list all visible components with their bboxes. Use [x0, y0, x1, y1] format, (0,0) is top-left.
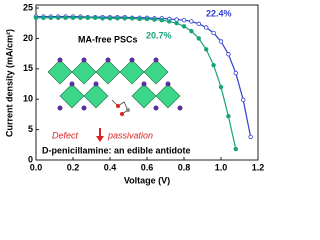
data-point: [203, 25, 209, 30]
series-line: [36, 15, 252, 138]
data-point: [181, 17, 187, 23]
x-tick-label: 1.2: [252, 162, 264, 172]
data-point: [166, 19, 172, 24]
x-tick-label: 0.8: [178, 162, 191, 172]
inset-structure: [47, 57, 183, 142]
data-point: [70, 15, 76, 20]
data-point: [226, 114, 231, 119]
data-point: [144, 16, 150, 22]
series-line: [36, 17, 237, 150]
y-tick-label: 25: [23, 2, 33, 12]
y-tick-label: 20: [23, 33, 33, 43]
data-point: [115, 16, 120, 21]
series-label: 22.4%: [206, 8, 232, 18]
data-point: [100, 16, 105, 21]
data-point: [122, 16, 127, 21]
data-point: [211, 62, 216, 68]
x-tick-label: 0.2: [67, 162, 80, 172]
x-tick-label: 0.0: [30, 162, 43, 172]
data-point: [233, 70, 238, 76]
data-point: [181, 24, 187, 29]
data-point: [203, 47, 209, 52]
x-tick-label: 0.6: [141, 162, 154, 172]
x-tick-label: 0.4: [104, 162, 117, 172]
data-point: [92, 15, 98, 20]
y-axis-label: Current density (mA/cm²): [4, 29, 14, 137]
data-point: [159, 17, 164, 23]
data-point: [63, 15, 68, 20]
data-point: [152, 17, 157, 22]
data-point: [233, 146, 238, 152]
data-point: [48, 15, 53, 20]
data-point: [211, 30, 216, 36]
data-point: [196, 36, 201, 41]
data-point: [33, 15, 39, 20]
data-point: [218, 39, 224, 44]
data-point: [85, 15, 90, 20]
x-tick-label: 1.0: [215, 162, 228, 172]
x-axis-label: Voltage (V): [124, 175, 170, 185]
data-point: [137, 16, 142, 22]
caption: D-penicillamine: an edible antidote: [42, 145, 191, 155]
annotation: Defect: [52, 130, 79, 140]
data-point: [41, 15, 46, 20]
data-point: [78, 15, 83, 20]
data-point: [174, 21, 179, 26]
annotation: passivation: [107, 130, 153, 140]
data-point: [107, 16, 113, 21]
data-point: [174, 17, 179, 22]
data-point: [129, 16, 135, 21]
data-point: [248, 134, 253, 140]
data-point: [240, 97, 246, 103]
inset-title: MA-free PSCs: [78, 34, 138, 44]
data-point: [196, 21, 201, 27]
chart: MA-free PSCs Defect passivation D-penici…: [4, 2, 264, 185]
data-point: [218, 84, 224, 90]
data-point: [226, 52, 231, 57]
data-point: [189, 19, 194, 24]
data-point: [189, 28, 194, 34]
y-tick-label: 15: [23, 63, 33, 73]
series-label: 20.7%: [146, 30, 172, 40]
data-point: [56, 15, 61, 20]
y-tick-label: 10: [23, 94, 33, 104]
y-tick-label: 5: [28, 124, 33, 134]
y-tick-label: 0: [28, 154, 33, 164]
